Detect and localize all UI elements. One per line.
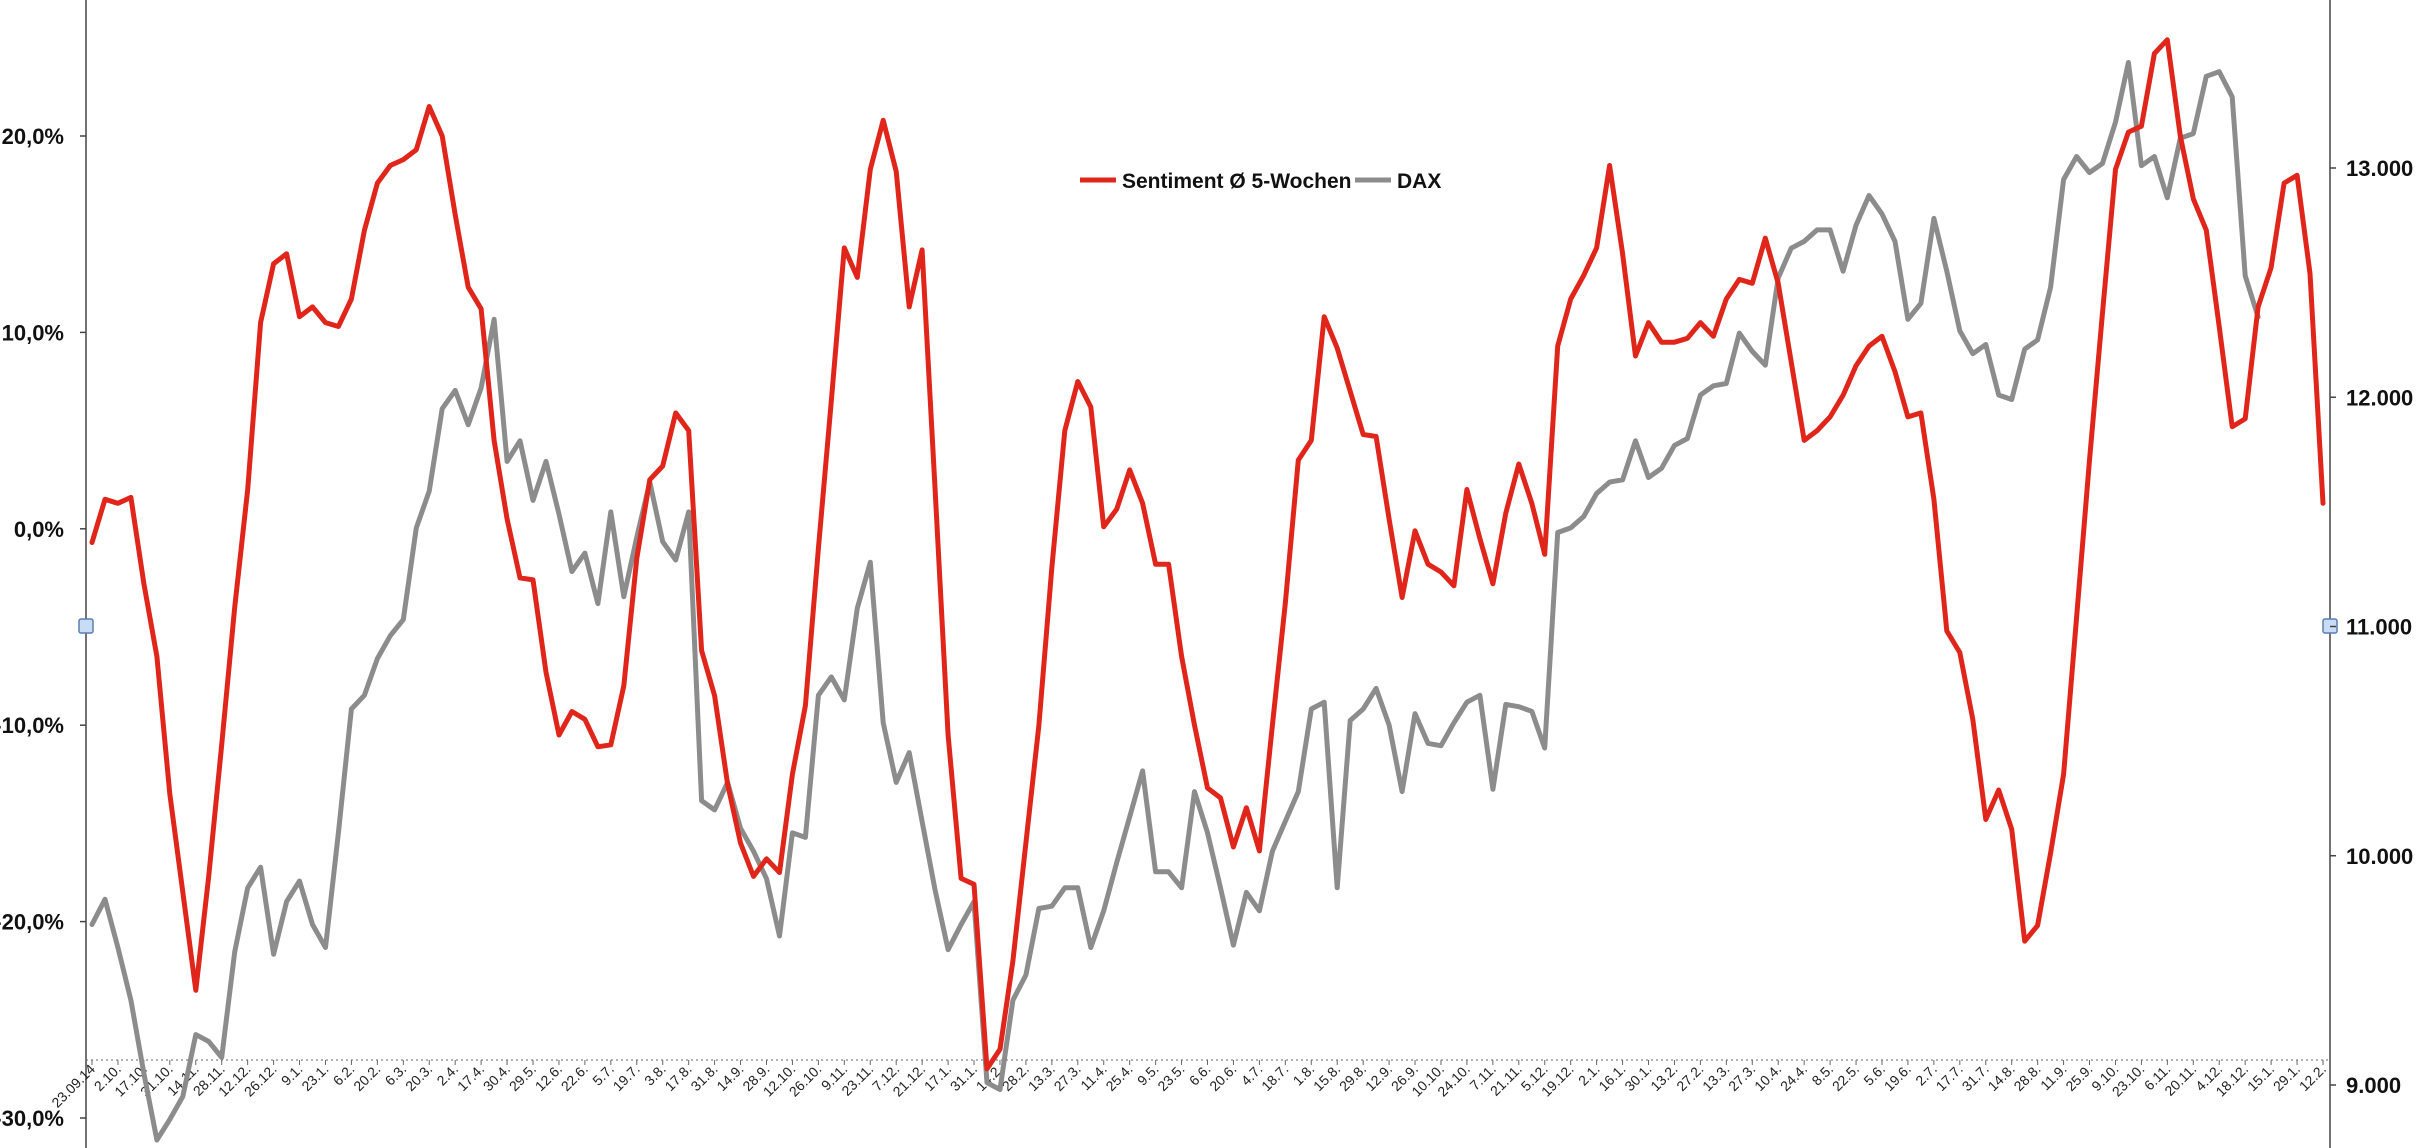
x-tick-label: 15.1. xyxy=(2244,1061,2277,1094)
x-tick-label: 28.8. xyxy=(2010,1061,2043,1094)
x-tick-label: 24.4. xyxy=(1777,1061,1810,1094)
left-y-tick-label: -10,0% xyxy=(0,713,64,738)
x-tick-label: 27.2. xyxy=(1673,1061,1706,1094)
x-tick-label: 25.4. xyxy=(1102,1061,1135,1094)
left-axis-handle[interactable] xyxy=(78,618,94,634)
x-tick-label: 20.2. xyxy=(350,1061,383,1094)
x-tick-label: 11.4. xyxy=(1077,1061,1110,1094)
x-tick-label: 22.5. xyxy=(1829,1061,1862,1094)
x-tick-label: 17.4. xyxy=(454,1061,487,1094)
x-tick-label: 14.9. xyxy=(713,1061,746,1094)
x-tick-label: 17.7. xyxy=(1933,1061,1966,1094)
right-y-tick-label: 11.000 xyxy=(2346,615,2412,640)
x-tick-label: 12.6. xyxy=(532,1061,565,1094)
x-tick-label: 17.8. xyxy=(661,1061,694,1094)
legend-label-dax: DAX xyxy=(1397,170,1441,193)
x-tick-label: 12.9. xyxy=(1362,1061,1395,1094)
sentiment-series-line xyxy=(89,37,2326,1072)
x-tick-label: 25.9. xyxy=(2062,1061,2095,1094)
left-y-tick-label: -20,0% xyxy=(0,910,64,935)
x-tick-label: 30.1. xyxy=(1621,1061,1654,1094)
series-layer xyxy=(89,37,2326,1143)
left-y-tick-label: 0,0% xyxy=(14,517,64,542)
left-y-tick-label: 10,0% xyxy=(2,320,64,345)
x-tick-label: 18.7. xyxy=(1258,1061,1291,1094)
x-tick-label: 30.4. xyxy=(480,1061,513,1094)
x-tick-label: 20.6. xyxy=(1206,1061,1239,1094)
x-tick-label: 20.3. xyxy=(402,1061,435,1094)
x-tick-label: 19.6. xyxy=(1881,1061,1914,1094)
x-tick-label: 27.3. xyxy=(1725,1061,1758,1094)
x-tick-label: 23.1. xyxy=(298,1061,331,1094)
legend-label-sentiment: Sentiment Ø 5-Wochen xyxy=(1122,170,1351,193)
x-tick-label: 31.1. xyxy=(947,1061,980,1094)
x-tick-label: 19.7. xyxy=(610,1061,643,1094)
x-tick-label: 14.8. xyxy=(1984,1061,2017,1094)
x-tick-label: 17.1. xyxy=(921,1061,954,1094)
x-tick-label: 16.1. xyxy=(1595,1061,1628,1094)
right-y-tick-label: 9.000 xyxy=(2346,1073,2401,1098)
x-tick-label: 11.9. xyxy=(2037,1061,2070,1094)
x-tick-label: 23.09.14 xyxy=(48,1061,98,1111)
x-tick-label: 29.5. xyxy=(506,1061,539,1094)
x-tick-label: 31.8. xyxy=(687,1061,720,1094)
x-tick-label: 31.7. xyxy=(1959,1061,1992,1094)
x-tick-label: 22.6. xyxy=(558,1061,591,1094)
right-y-tick-label: 13.000 xyxy=(2346,156,2413,181)
x-tick-label: 13.3. xyxy=(1699,1061,1732,1094)
x-tick-label: 10.4. xyxy=(1751,1061,1784,1094)
x-tick-label: 29.8. xyxy=(1336,1061,1369,1094)
x-tick-label: 27.3. xyxy=(1051,1061,1084,1094)
x-tick-label: 13.3. xyxy=(1025,1061,1058,1094)
x-tick-label: 15.8. xyxy=(1310,1061,1343,1094)
x-tick-label: 12.2. xyxy=(2296,1061,2329,1094)
left-y-tick-label: -30,0% xyxy=(0,1106,64,1131)
right-y-tick-label: 10.000 xyxy=(2346,844,2413,869)
left-y-tick-label: 20,0% xyxy=(2,124,64,149)
x-tick-label: 29.1. xyxy=(2270,1061,2303,1094)
x-tick-label: 13.2. xyxy=(1647,1061,1680,1094)
legend: Sentiment Ø 5-Wochen DAX xyxy=(1080,170,1441,193)
dax-series-line xyxy=(89,60,2261,1143)
x-tick-label: 23.5. xyxy=(1154,1061,1187,1094)
right-y-tick-label: 12.000 xyxy=(2346,385,2413,410)
